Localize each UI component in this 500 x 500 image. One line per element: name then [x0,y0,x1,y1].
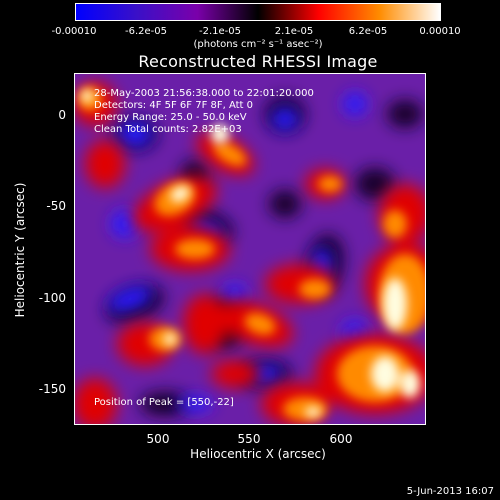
orange-blob [213,142,247,166]
hot-blob [383,278,407,330]
y-tick-label: -100 [38,291,66,305]
blue-blob [177,396,213,412]
hot-blob [211,124,229,144]
hot-blob [371,356,399,392]
colorbar-tick-label: 6.2e-05 [348,26,388,37]
orange-blob [383,210,407,238]
detectors-line: Detectors: 4F 5F 6F 7F 8F, Att 0 [94,100,254,111]
colorbar-units-label: (photons cm⁻² s⁻¹ asec⁻²) [193,39,323,50]
colorbar [75,3,441,21]
x-tick-label: 600 [329,432,353,446]
y-tick-label: 0 [58,108,66,122]
dark-blob [355,168,395,200]
x-axis-label: Heliocentric X (arcsec) [190,447,326,461]
colorbar-tick-label: -0.00010 [51,26,97,37]
peak-position-label: Position of Peak = [550,-22] [94,397,234,408]
red-blob [183,294,227,354]
orange-blob [244,313,276,335]
energy-range-line: Energy Range: 25.0 - 50.0 keV [94,112,247,123]
render-date: 5-Jun-2013 16:07 [406,486,494,497]
blue-blob [223,284,247,304]
colorbar-tick-label: 0.00010 [419,26,461,37]
red-blob [75,378,117,424]
hot-blob [164,333,176,345]
orange-blob [299,279,331,299]
orange-blob [175,239,215,259]
y-tick-label: -50 [46,199,66,213]
dark-blob [269,190,301,218]
orange-blob [283,397,327,421]
red-blob [85,140,125,188]
x-tick-label: 550 [237,432,261,446]
blue-blob [271,107,299,131]
hot-blob [305,407,321,417]
image-plot-area [74,73,426,425]
image-title: Reconstructed RHESSI Image [138,52,378,71]
dark-blob [140,392,190,416]
clean-counts-line: Clean Total counts: 2.82E+03 [94,124,242,135]
colorbar-tick-label: -2.1e-05 [199,26,241,37]
colorbar-tick-label: -6.2e-05 [125,26,167,37]
red-blob [211,360,259,388]
positive-regions-peak [81,90,420,417]
y-tick-label: -150 [38,382,66,396]
blue-blob [111,210,139,238]
blue-blob [117,121,153,147]
rhessi-intensity-map [75,74,425,424]
y-axis-label: Heliocentric Y (arcsec) [13,182,27,318]
x-tick-label: 500 [146,432,170,446]
hot-blob [400,370,420,398]
blue-blob [107,285,153,313]
observation-time-range: 28-May-2003 21:56:38.000 to 22:01:20.000 [94,88,314,99]
dark-blob [387,100,423,128]
blue-blob [343,92,367,116]
orange-blob [318,176,342,192]
colorbar-tick-label: 2.1e-05 [274,26,314,37]
observation-info-block: 28-May-2003 21:56:38.000 to 22:01:20.000… [94,88,314,136]
hot-blob [170,186,190,202]
hot-blob [81,90,93,102]
